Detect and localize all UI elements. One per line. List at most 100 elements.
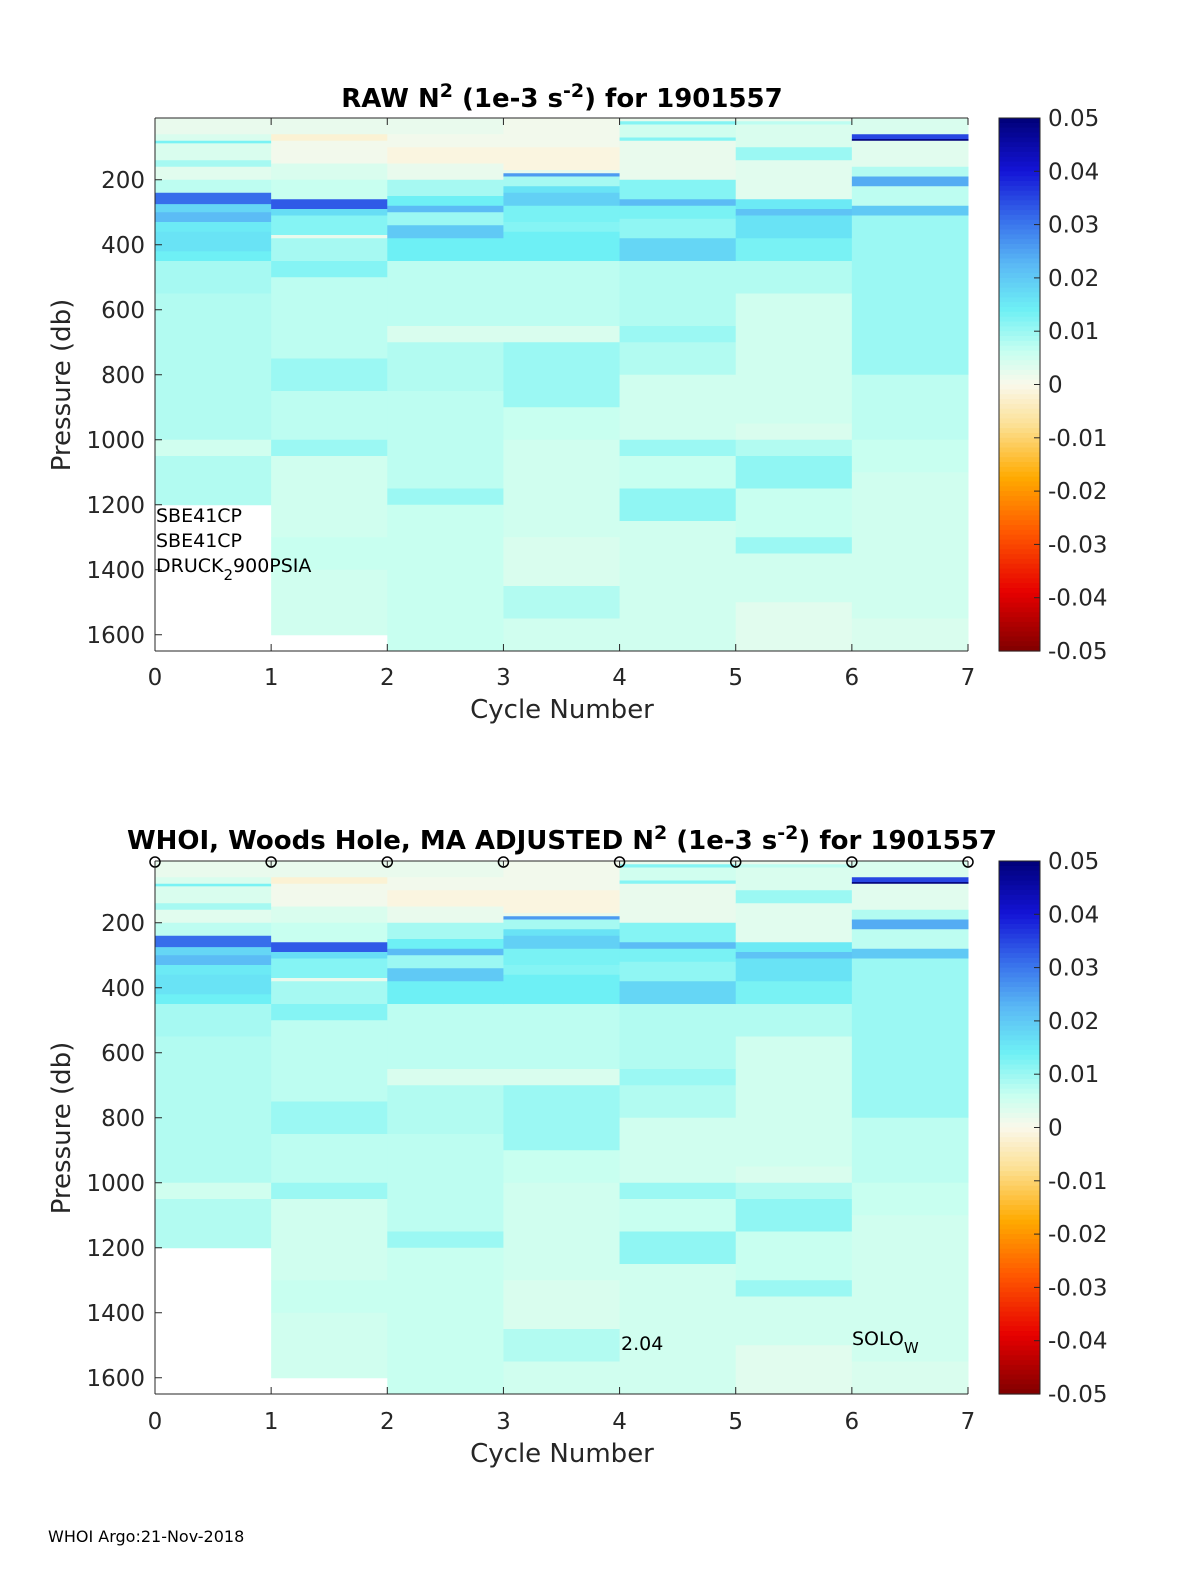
adjusted-panel-title: WHOI, Woods Hole, MA ADJUSTED N2 (1e-3 s… [127,822,997,856]
colorbar-swatch [999,592,1040,599]
colorbar-swatch [999,967,1040,974]
sensor-label-2: SBE41CP [156,530,242,552]
heatmap-cell [503,935,621,950]
colorbar-swatch [999,248,1040,255]
colorbar-swatch [999,384,1040,390]
colorbar-swatch [999,631,1040,638]
heatmap-cell [271,358,388,392]
heatmap-cell [851,215,969,376]
colorbar-swatch [999,1384,1040,1390]
colorbar-tick-label: 0 [1048,1116,1063,1142]
heatmap-cell [851,882,969,885]
colorbar-tick-label: -0.02 [1048,1222,1108,1248]
heatmap-cell [503,1069,621,1086]
colorbar-swatch [999,176,1040,182]
heatmap-cell [271,456,388,538]
x-tick-label: 3 [496,1409,511,1435]
heatmap-cell [735,439,853,457]
colorbar-swatch [999,972,1040,978]
adjusted-y-ticks: 200 400 600 800 1000 1200 1400 1600 [86,911,162,1392]
heatmap-cell [503,407,621,441]
heatmap-cell [851,374,969,441]
heatmap-cell [619,521,737,652]
colorbar-swatch [999,1011,1040,1017]
colorbar-swatch [999,1326,1040,1332]
colorbar-swatch [999,583,1040,589]
colorbar-swatch [999,1277,1040,1284]
colorbar-swatch [999,597,1040,604]
colorbar-tick-label: -0.05 [1048,1382,1108,1408]
raw-heatmap-cells [155,118,969,652]
colorbar-swatch [999,1030,1040,1037]
colorbar-swatch [999,1049,1040,1056]
heatmap-cell [619,261,737,327]
y-tick-label: 1400 [86,1301,145,1327]
heatmap-cell [271,883,388,907]
colorbar-swatch [999,428,1040,434]
colorbar-swatch [999,1248,1040,1255]
heatmap-cell [735,903,853,943]
heatmap-cell [619,179,737,200]
colorbar-swatch [999,505,1040,512]
colorbar-swatch [999,991,1040,998]
heatmap-cell [619,1085,737,1119]
heatmap-cell [851,1361,969,1395]
raw-panel-title: RAW N2 (1e-3 s-2) for 1901557 [341,80,783,114]
heatmap-cell [387,1085,504,1135]
raw-y-axis-label: Pressure (db) [47,299,77,472]
y-tick-label: 1400 [86,558,145,584]
y-tick-label: 800 [101,363,145,389]
colorbar-swatch [999,554,1040,560]
colorbar-swatch [999,1243,1040,1250]
heatmap-cell [155,134,272,142]
colorbar-swatch [999,219,1040,226]
colorbar-swatch [999,1316,1040,1322]
adjusted-x-ticks: 0 1 2 3 4 5 6 7 [148,861,975,1435]
colorbar-swatch [999,326,1040,332]
heatmap-cell [387,225,504,239]
heatmap-cell [503,1004,621,1070]
heatmap-cell [735,199,853,210]
heatmap-cell [619,137,737,142]
colorbar-swatch [999,1117,1040,1124]
colorbar-swatch [999,1205,1040,1211]
colorbar-swatch [999,933,1040,940]
colorbar-swatch [999,982,1040,988]
colorbar-swatch [999,977,1040,983]
heatmap-cell [735,942,853,953]
colorbar-tick-label: -0.03 [1048,532,1108,558]
heatmap-cell [271,277,388,359]
colorbar-swatch [999,1127,1040,1133]
heatmap-cell [619,981,737,1005]
heatmap-cell [735,456,853,489]
heatmap-cell [271,1020,388,1102]
colorbar-swatch [999,1166,1040,1172]
heatmap-cell [851,883,969,911]
colorbar-swatch [999,1340,1040,1347]
heatmap-cell [503,948,621,966]
colorbar-swatch [999,573,1040,579]
colorbar-swatch [999,403,1040,410]
colorbar-swatch [999,646,1040,652]
colorbar-swatch [999,432,1040,439]
colorbar-swatch [999,287,1040,294]
heatmap-cell [851,1117,969,1184]
colorbar-swatch [999,311,1040,318]
colorbar-swatch [999,1006,1040,1012]
colorbar-swatch [999,1292,1040,1298]
colorbar-swatch [999,1001,1040,1007]
colorbar-tick-label: -0.05 [1048,639,1108,665]
heatmap-cell [503,173,621,177]
heatmap-cell [851,139,969,142]
y-tick-label: 600 [101,1041,145,1067]
colorbar-swatch [999,899,1040,906]
colorbar-swatch [999,1059,1040,1066]
colorbar-swatch [999,962,1040,969]
heatmap-cell [271,140,388,164]
colorbar-swatch [999,190,1040,197]
heatmap-cell [619,140,737,181]
heatmap-cell [851,166,969,177]
y-tick-label: 1000 [86,1171,145,1197]
heatmap-cell [851,118,969,135]
heatmap-cell [619,948,737,963]
